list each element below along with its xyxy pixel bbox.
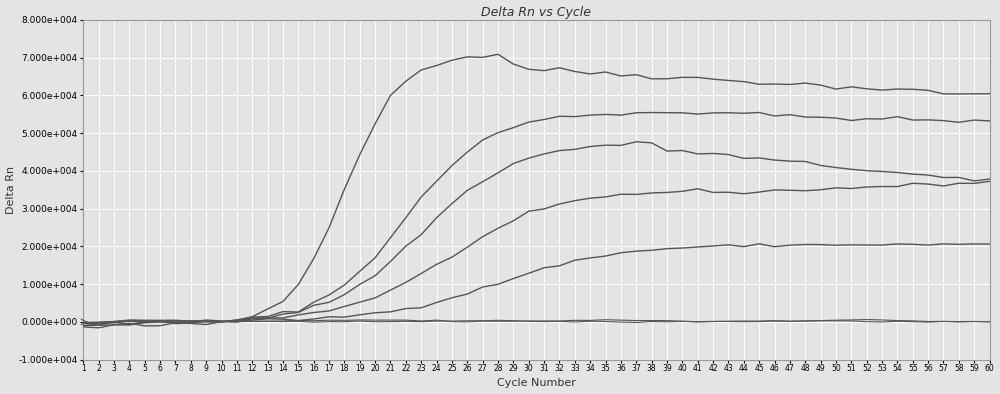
X-axis label: Cycle Number: Cycle Number [497,379,576,388]
Y-axis label: Delta Rn: Delta Rn [6,165,16,214]
Title: Delta Rn vs Cycle: Delta Rn vs Cycle [481,6,591,19]
